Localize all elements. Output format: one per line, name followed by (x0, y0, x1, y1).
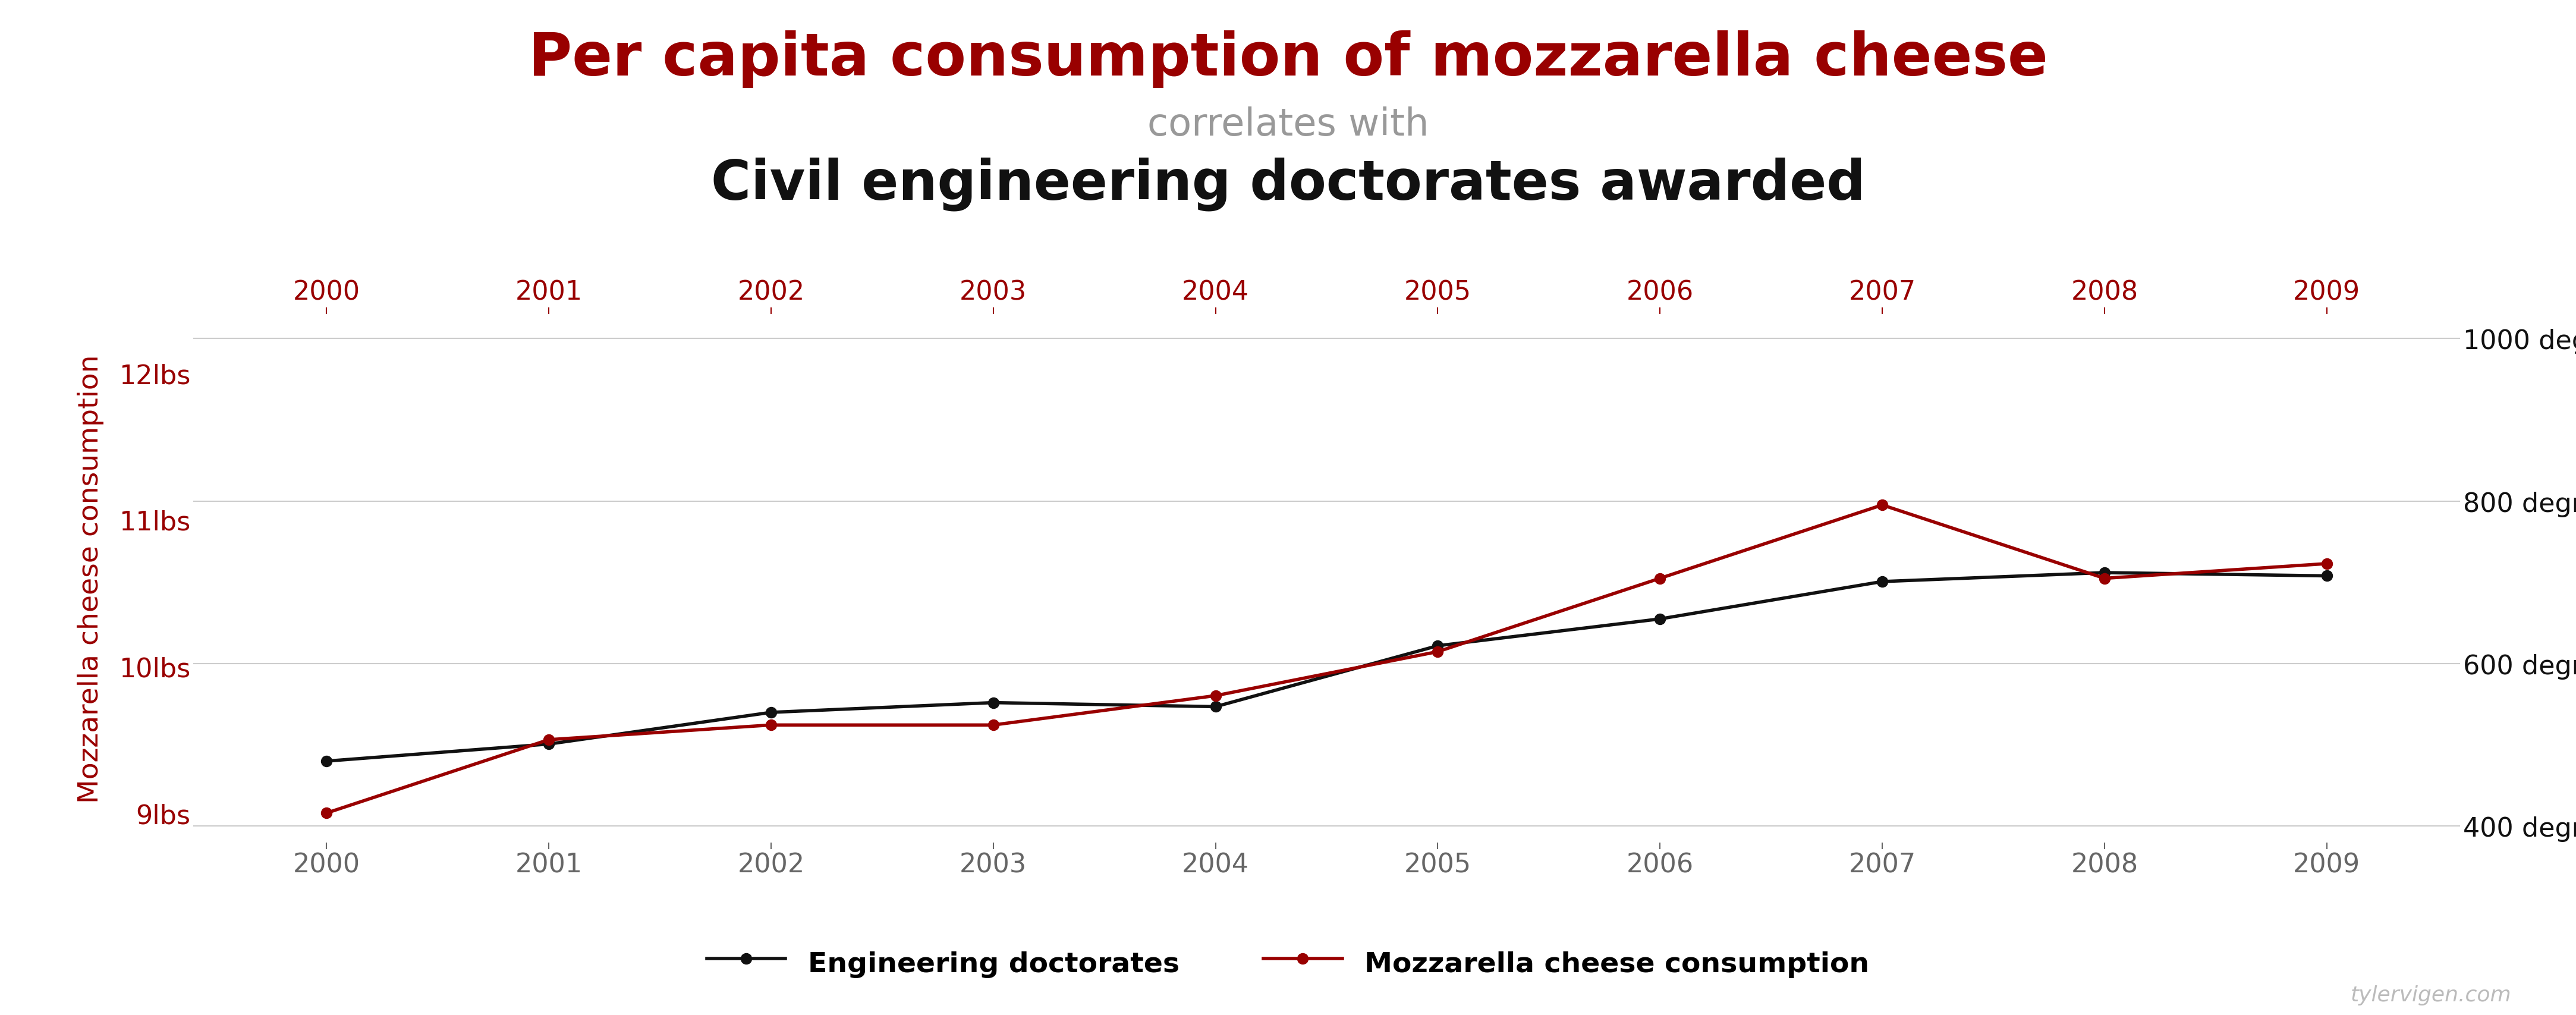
Text: correlates with: correlates with (1146, 107, 1430, 143)
Text: Per capita consumption of mozzarella cheese: Per capita consumption of mozzarella che… (528, 30, 2048, 88)
Legend: Engineering doctorates, Mozzarella cheese consumption: Engineering doctorates, Mozzarella chees… (696, 934, 1880, 991)
Y-axis label: Mozzarella cheese consumption: Mozzarella cheese consumption (77, 354, 103, 803)
Text: Civil engineering doctorates awarded: Civil engineering doctorates awarded (711, 157, 1865, 211)
Text: tylervigen.com: tylervigen.com (2352, 985, 2512, 1005)
